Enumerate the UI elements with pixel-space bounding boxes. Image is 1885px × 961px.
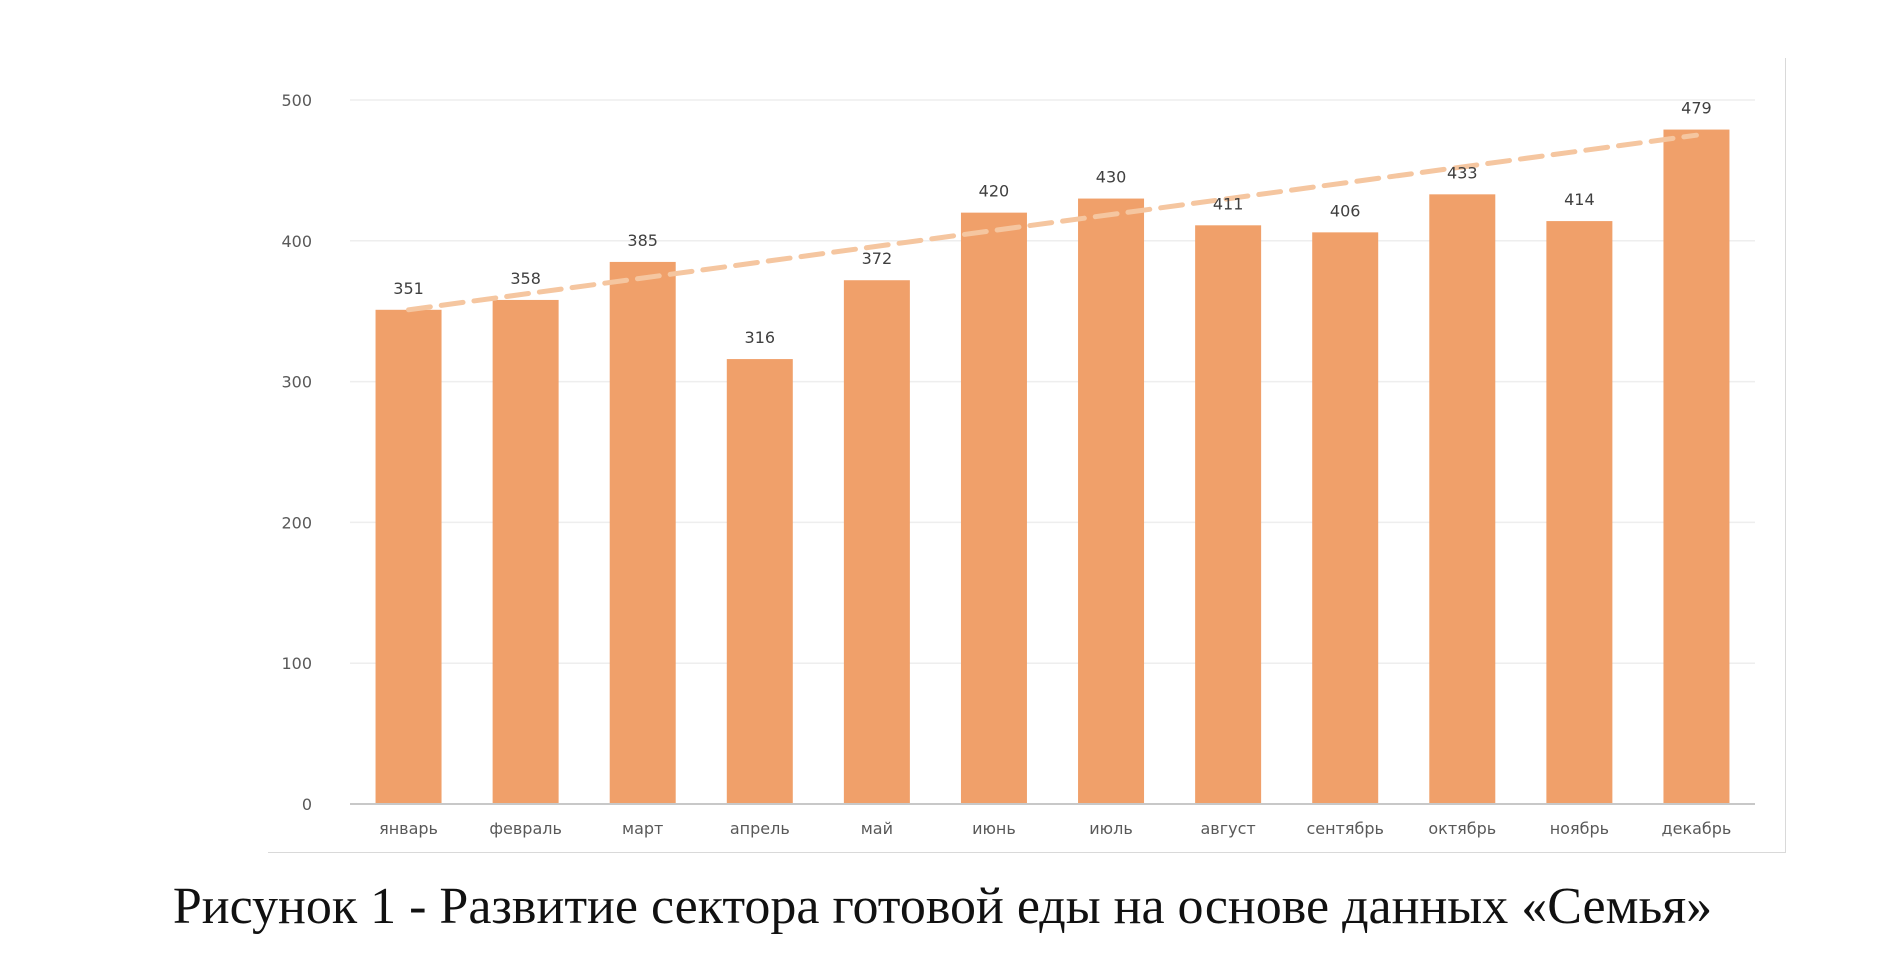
y-tick-label: 400	[281, 232, 312, 251]
x-tick-label: апрель	[730, 819, 790, 838]
x-tick-label: февраль	[489, 819, 562, 838]
x-tick-label: январь	[379, 819, 438, 838]
bar	[843, 280, 910, 804]
x-tick-label: октябрь	[1428, 819, 1496, 838]
data-label: 358	[510, 269, 541, 288]
bar	[1078, 198, 1145, 804]
x-tick-label: август	[1201, 819, 1256, 838]
x-axis-tick-labels: январь февраль март апрель май июнь июль август…	[379, 819, 1731, 838]
y-tick-label: 300	[281, 373, 312, 392]
x-tick-label: март	[622, 819, 663, 838]
data-label: 411	[1213, 194, 1244, 213]
gridlines	[350, 99, 1755, 664]
y-tick-label: 500	[281, 91, 312, 110]
bar	[1546, 221, 1613, 804]
bar	[1195, 225, 1262, 804]
trendline	[406, 132, 1699, 313]
bar	[375, 309, 442, 804]
bar	[960, 212, 1027, 804]
y-tick-label: 0	[302, 795, 312, 814]
data-label: 372	[862, 249, 893, 268]
data-label: 414	[1564, 190, 1595, 209]
x-tick-label: сентябрь	[1306, 819, 1384, 838]
bar	[1429, 194, 1496, 804]
data-labels: 351 358 385 316 372 420 430 411 406 433 414 479	[393, 99, 1711, 348]
data-label: 385	[627, 231, 658, 250]
data-label: 406	[1330, 201, 1361, 220]
bars	[375, 129, 1730, 805]
x-tick-label: июль	[1089, 819, 1133, 838]
y-tick-label: 200	[281, 513, 312, 532]
x-tick-label: июнь	[972, 819, 1016, 838]
data-label: 433	[1447, 163, 1478, 182]
data-label: 430	[1096, 168, 1127, 187]
data-label: 316	[745, 328, 776, 347]
chart-frame	[268, 58, 1786, 853]
data-label: 479	[1681, 99, 1712, 118]
data-label: 420	[979, 182, 1010, 201]
bar	[1663, 129, 1730, 804]
bar	[726, 359, 793, 804]
x-tick-label: май	[861, 819, 893, 838]
bar	[1312, 232, 1379, 805]
figure-caption: Рисунок 1 - Развитие сектора готовой еды…	[172, 878, 1713, 935]
bar	[609, 261, 676, 804]
x-tick-label: декабрь	[1662, 819, 1732, 838]
y-axis-tick-labels: 0 100 200 300 400 500	[281, 91, 312, 814]
data-label: 351	[393, 279, 424, 298]
y-tick-label: 100	[281, 654, 312, 673]
bar	[492, 299, 559, 804]
x-tick-label: ноябрь	[1550, 819, 1609, 838]
